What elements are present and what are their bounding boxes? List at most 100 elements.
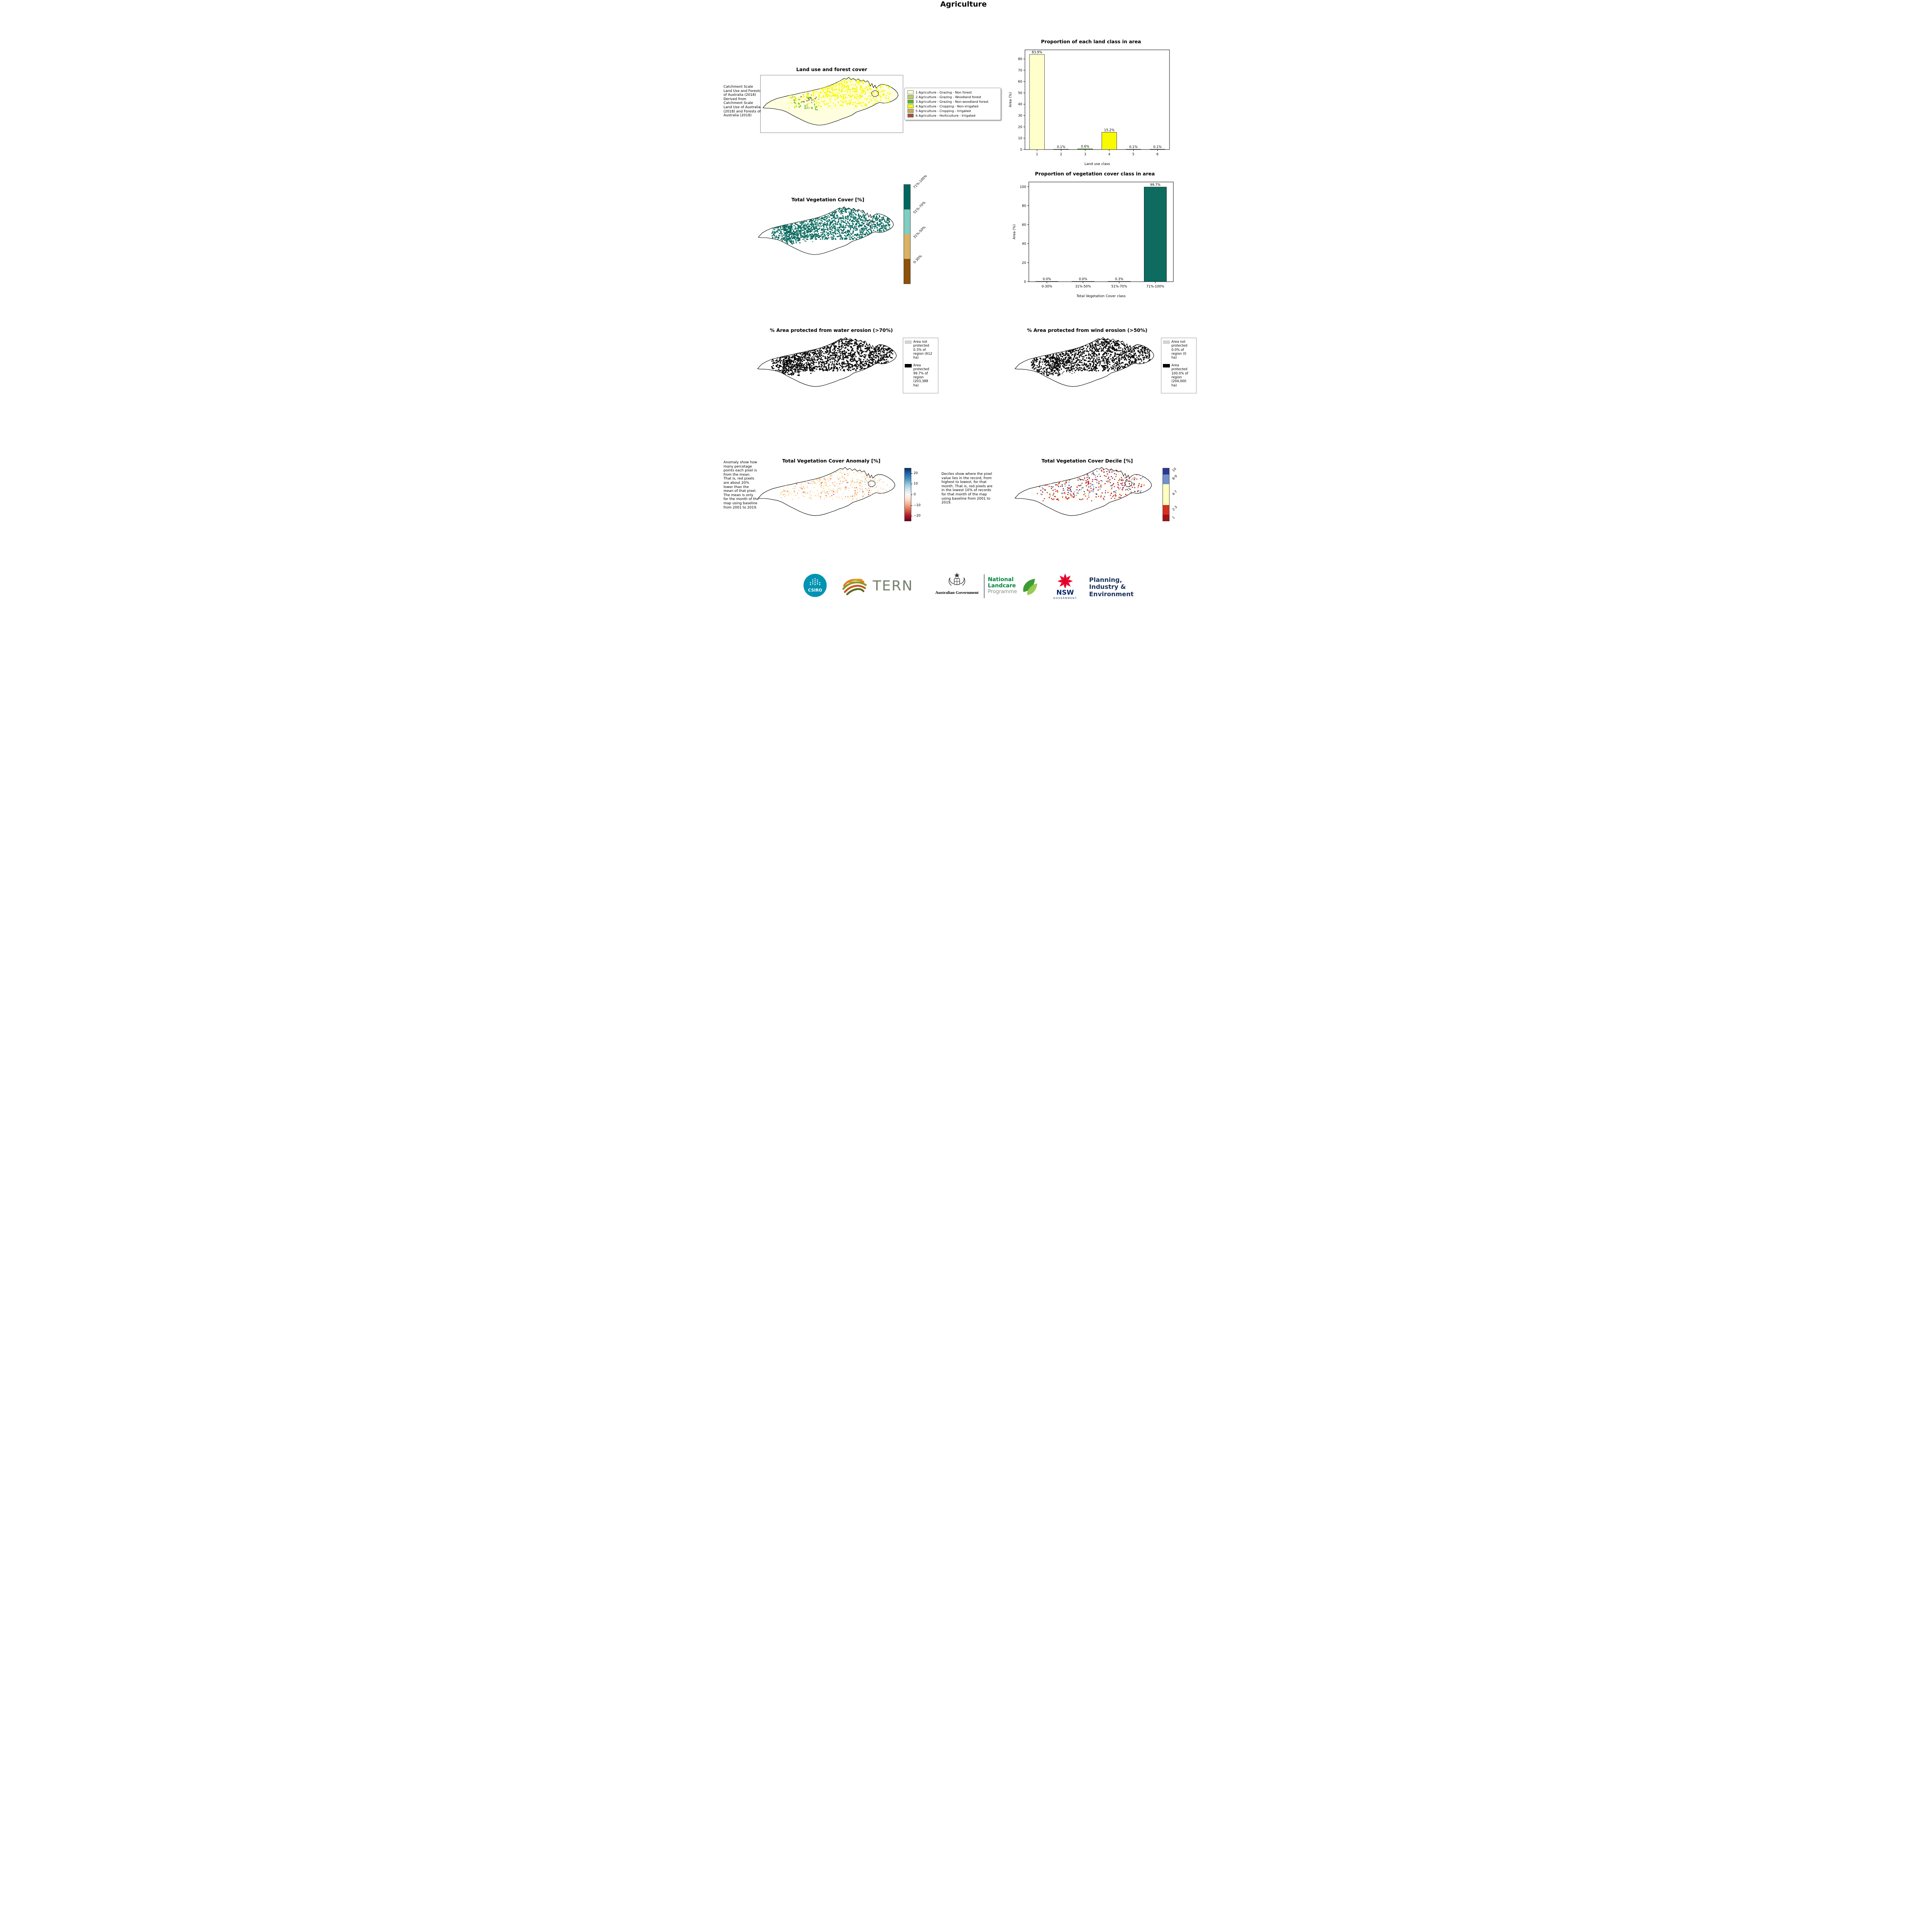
veg-cover-map-title: Total Vegetation Cover [%] (791, 197, 865, 202)
bar-value-label: 0.6% (1081, 145, 1089, 149)
decile-colorbar-label: 1 (1171, 515, 1176, 520)
y-tick-label: 100 (1020, 185, 1026, 189)
legend-label: Area not protected 0.3% of region (612 h… (913, 340, 933, 360)
bar-value-label: 0.1% (1153, 145, 1162, 149)
land-use-source-note: Catchment Scale Land Use and Forests of … (723, 85, 761, 118)
bar (1144, 187, 1167, 282)
australian-government-text: Australian Government (935, 590, 979, 595)
anomaly-map (758, 467, 895, 516)
y-tick-label: 80 (1022, 204, 1026, 208)
water-erosion-map (757, 337, 897, 387)
plot-frame (1025, 49, 1170, 150)
landcare-leaves-icon (1023, 579, 1037, 595)
x-tick-label: 0-30% (1042, 285, 1052, 289)
anomaly-colorbar: 20 10 0 −10 −20 (904, 468, 928, 521)
x-tick-label: 4 (1108, 153, 1110, 156)
legend-item: Area protected 99.7% of region (203,388 … (905, 364, 936, 388)
bar (1053, 149, 1069, 150)
landcare-line1: National (988, 577, 1014, 583)
x-tick-label: 1 (1036, 153, 1038, 156)
legend-label: Area protected 100.0% of region (204,000… (1171, 363, 1188, 388)
y-tick-label: 60 (1018, 80, 1022, 84)
bar (1101, 132, 1117, 150)
decile-colorbar-segment (1163, 514, 1169, 521)
legend-label: Area not protected 0.0% of region (0 ha) (1171, 340, 1188, 360)
decile-colorbar-segment (1163, 484, 1169, 505)
nsw-government-text: GOVERNMENT (1053, 596, 1077, 600)
colorbar-tick-label: 20 (914, 471, 918, 475)
bar (1078, 148, 1093, 150)
wind-erosion-map (1015, 337, 1154, 387)
land-use-map-title: Land use and forest cover (796, 66, 867, 72)
colorbar-tick-label: −10 (914, 503, 921, 507)
csiro-logo: CSIRO (803, 573, 827, 599)
veg-colorbar-segment (904, 185, 910, 209)
region-outline (1015, 467, 1152, 516)
decile-map (1015, 467, 1152, 516)
x-tick-label: 31%-50% (1075, 285, 1091, 289)
decile-note: Deciles show where the pixel value lies … (941, 472, 992, 505)
dpie-line2: Industry & (1089, 583, 1126, 591)
veg-class-chart-panel: Proportion of vegetation cover class in … (1011, 171, 1179, 299)
legend-item: 3 Agriculture - Grazing - Non-woodland f… (907, 100, 998, 104)
veg-colorbar-segment (904, 234, 910, 259)
colorbar-tick-label: −20 (914, 514, 921, 518)
legend-item: 4 Agriculture - Cropping - Non-irrigated (907, 104, 998, 108)
tern-australia-icon (842, 578, 867, 595)
legend-item: Area protected 100.0% of region (204,000… (1163, 364, 1195, 388)
y-tick-label: 40 (1018, 103, 1022, 107)
bar (1029, 54, 1045, 150)
legend-item: 2 Agriculture - Grazing - Woodland fores… (907, 95, 998, 99)
dpie-line1: Planning, (1089, 576, 1122, 583)
decile-colorbar-label: 4-7 (1171, 490, 1178, 497)
bar-value-label: 0.1% (1057, 145, 1066, 149)
veg-class-chart-title: Proportion of vegetation cover class in … (1035, 171, 1155, 177)
veg-cover-colorbar: 71%-100% 51%-70% 31%-50% 0-30% (904, 174, 946, 284)
legend-swatch (1163, 340, 1170, 344)
legend-label: 3 Agriculture - Grazing - Non-woodland f… (916, 100, 989, 104)
x-axis-label: Land use class (1084, 162, 1110, 166)
australian-government-crest-icon (948, 573, 965, 586)
decile-colorbar-label: 2-3 (1171, 505, 1178, 512)
y-tick-label: 40 (1022, 242, 1026, 246)
legend-swatch (905, 364, 912, 367)
legend-label: 4 Agriculture - Cropping - Non-irrigated (916, 104, 979, 108)
water-erosion-title: % Area protected from water erosion (>70… (769, 327, 893, 333)
tern-logo: TERN (839, 575, 913, 597)
colorbar-tick-label: 10 (914, 482, 918, 486)
bar-value-label: 0.3% (1115, 277, 1124, 281)
decile-colorbar: 10 8-9 4-7 2-3 1 (1163, 467, 1190, 521)
x-tick-label: 5 (1132, 153, 1134, 156)
anomaly-title: Total Vegetation Cover Anomaly [%] (782, 458, 881, 464)
bar-value-label: 0.1% (1129, 145, 1138, 149)
csiro-text: CSIRO (808, 588, 822, 593)
decile-colorbar-segment (1163, 468, 1169, 475)
anomaly-note: Anomaly show how many percetage points e… (723, 461, 759, 510)
x-tick-label: 2 (1060, 153, 1062, 156)
inner-boundary (868, 481, 875, 487)
report-page: Agriculture Land use and forest cover Ca… (723, 0, 1204, 617)
nsw-waratah-icon (1057, 573, 1073, 589)
bar-value-label: 0.0% (1043, 277, 1051, 281)
bar (1150, 149, 1165, 150)
legend-swatch (907, 90, 914, 94)
legend-swatch (907, 109, 914, 113)
legend-swatch (907, 95, 914, 99)
y-tick-label: 20 (1018, 125, 1022, 129)
x-tick-label: 6 (1156, 153, 1158, 156)
decile-title: Total Vegetation Cover Decile [%] (1041, 458, 1133, 464)
plot-frame (1028, 182, 1174, 282)
water-erosion-legend: Area not protected 0.3% of region (612 h… (903, 338, 938, 393)
inner-boundary (1126, 351, 1134, 358)
x-axis-label: Total Vegetation Cover class (1076, 294, 1126, 298)
legend-swatch (905, 340, 912, 344)
landcare-line3: Programme (988, 589, 1017, 595)
bar (1071, 281, 1095, 282)
bar-value-label: 99.7% (1150, 183, 1161, 187)
legend-item: 5 Agriculture - Cropping - Irrigated (907, 109, 998, 113)
x-tick-label: 3 (1084, 153, 1086, 156)
legend-swatch (907, 114, 914, 117)
bar (1035, 281, 1059, 282)
bar (1108, 281, 1131, 282)
y-tick-label: 50 (1018, 91, 1022, 95)
